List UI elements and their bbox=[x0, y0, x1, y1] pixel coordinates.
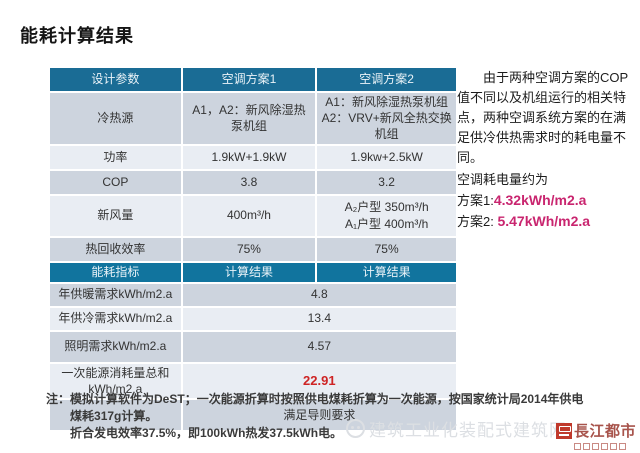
changjiang-logo-icon bbox=[555, 423, 572, 439]
energy-table: 设计参数 空调方案1 空调方案2 冷热源 A1，A2：新风除湿热泵机组 A1：新… bbox=[48, 66, 458, 432]
header-energy-index: 能耗指标 bbox=[50, 262, 181, 282]
cell-scheme1: 3.8 bbox=[182, 170, 316, 194]
energy-table-wrap: 设计参数 空调方案1 空调方案2 冷热源 A1，A2：新风除湿热泵机组 A1：新… bbox=[48, 66, 458, 432]
table-header-row-results: 能耗指标 计算结果 计算结果 bbox=[50, 262, 456, 282]
table-row-fresh-air: 新风量 400m³/h A₂户型 350m³/h A₁户型 400m³/h bbox=[50, 195, 456, 236]
scheme1-value: 4.32kWh/m2.a bbox=[493, 192, 587, 208]
cell-scheme1: 400m³/h bbox=[182, 195, 316, 236]
header-scheme-2: 空调方案2 bbox=[317, 68, 456, 91]
cell-scheme2: 3.2 bbox=[317, 170, 456, 194]
table-row-cop: COP 3.8 3.2 bbox=[50, 170, 456, 194]
table-row-heat-recovery: 热回收效率 75% 75% bbox=[50, 237, 456, 261]
footnote-line2: 折合发电效率37.5%，即100kWh热发37.5kWh电。 bbox=[70, 426, 343, 440]
row-label: 年供暖需求kWh/m2.a bbox=[50, 283, 181, 306]
cell-result: 满足导则要求 bbox=[182, 399, 456, 430]
cell-scheme1: 1.9kW+1.9kW bbox=[182, 145, 316, 169]
row-label: COP bbox=[50, 170, 181, 194]
row-label: 一次能源消耗量总和 kWh/m2.a bbox=[50, 363, 181, 398]
footnote-line1: 模拟计算软件为DeST；一次能源折算时按照供电煤耗折算为一次能源，按国家统计局2… bbox=[70, 392, 584, 423]
scheme2-consumption: 方案2: 5.47kWh/m2.a bbox=[457, 211, 638, 232]
cell-scheme2: 1.9kw+2.5kW bbox=[317, 145, 456, 169]
cell-result-highlight: 22.91 bbox=[182, 363, 456, 398]
table-header-row-params: 设计参数 空调方案1 空调方案2 bbox=[50, 68, 456, 91]
cell-scheme1: 75% bbox=[182, 237, 316, 261]
row-label: 新风量 bbox=[50, 195, 181, 236]
commentary-subtitle: 空调耗电量约为 bbox=[457, 172, 549, 187]
cell-scheme1: A1，A2：新风除湿热泵机组 bbox=[182, 93, 316, 144]
cell-scheme2: A1：新风除湿热泵机组 A2：VRV+新风全热交换机组 bbox=[317, 93, 456, 144]
side-commentary: 由于两种空调方案的COP值不同以及机组运行的相关特点，两种空调系统方案的在满足供… bbox=[457, 68, 638, 232]
table-row-power: 功率 1.9kW+1.9kW 1.9kw+2.5kW bbox=[50, 145, 456, 169]
changjiang-logo: 長江都市 bbox=[555, 423, 636, 450]
table-row-lighting-demand: 照明需求kWh/m2.a 4.57 bbox=[50, 331, 456, 362]
table-row-compliance: 满足导则要求 bbox=[50, 399, 456, 430]
watermark-text: 建筑工业化装配式建筑网 bbox=[369, 421, 567, 440]
cell-scheme2: A₂户型 350m³/h A₁户型 400m³/h bbox=[317, 195, 456, 236]
row-label: 照明需求kWh/m2.a bbox=[50, 331, 181, 362]
logo-tagline bbox=[573, 443, 636, 450]
header-result-1: 计算结果 bbox=[182, 262, 316, 282]
footnote: 注： 模拟计算软件为DeST；一次能源折算时按照供电煤耗折算为一次能源，按国家统… bbox=[46, 391, 591, 442]
cell-result: 4.8 bbox=[182, 283, 456, 306]
scheme2-label: 方案2: bbox=[457, 214, 498, 229]
cell-result: 4.57 bbox=[182, 331, 456, 362]
row-label: 热回收效率 bbox=[50, 237, 181, 261]
row-label: 冷热源 bbox=[50, 93, 181, 144]
table-row-primary-energy-total: 一次能源消耗量总和 kWh/m2.a 22.91 bbox=[50, 363, 456, 398]
scheme1-label: 方案1: bbox=[457, 193, 494, 208]
row-label-empty bbox=[50, 399, 181, 430]
scheme2-value: 5.47kWh/m2.a bbox=[497, 213, 591, 229]
table-row-cooling-demand: 年供冷需求kWh/m2.a 13.4 bbox=[50, 307, 456, 330]
header-result-2: 计算结果 bbox=[317, 262, 456, 282]
table-row-heat-source: 冷热源 A1，A2：新风除湿热泵机组 A1：新风除湿热泵机组 A2：VRV+新风… bbox=[50, 93, 456, 144]
header-design-params: 设计参数 bbox=[50, 68, 181, 91]
cell-result: 13.4 bbox=[182, 307, 456, 330]
table-row-heating-demand: 年供暖需求kWh/m2.a 4.8 bbox=[50, 283, 456, 306]
logo-text: 長江都市 bbox=[573, 423, 636, 440]
watermark: 建筑工业化装配式建筑网 bbox=[346, 416, 567, 441]
footnote-text: 模拟计算软件为DeST；一次能源折算时按照供电煤耗折算为一次能源，按国家统计局2… bbox=[70, 391, 591, 442]
commentary-paragraph: 由于两种空调方案的COP值不同以及机组运行的相关特点，两种空调系统方案的在满足供… bbox=[457, 70, 629, 165]
row-label: 年供冷需求kWh/m2.a bbox=[50, 307, 181, 330]
page-title: 能耗计算结果 bbox=[20, 26, 134, 46]
header-scheme-1: 空调方案1 bbox=[182, 68, 316, 91]
cell-scheme2: 75% bbox=[317, 237, 456, 261]
row-label: 功率 bbox=[50, 145, 181, 169]
footnote-prefix: 注： bbox=[46, 392, 71, 406]
chat-bubble-icon bbox=[346, 419, 365, 438]
scheme1-consumption: 方案1:4.32kWh/m2.a bbox=[457, 190, 638, 211]
